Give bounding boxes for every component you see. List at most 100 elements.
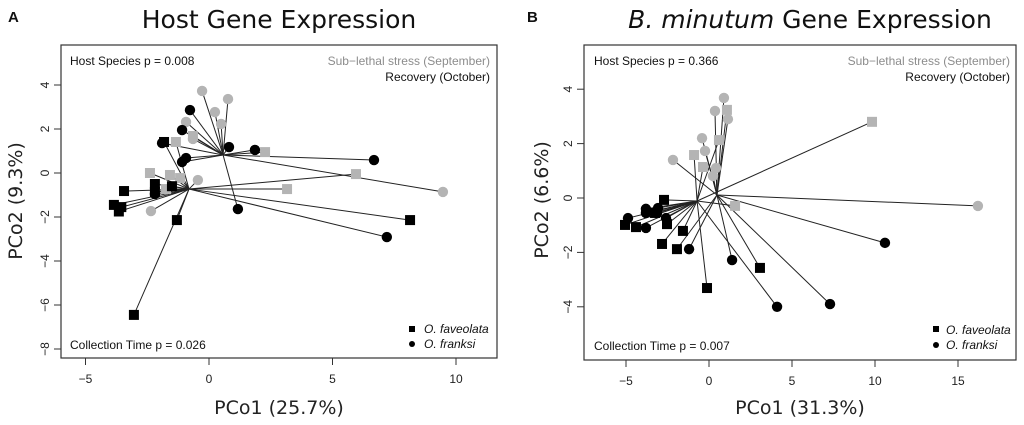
data-points bbox=[620, 92, 984, 312]
x-axis: −5 0 5 10 bbox=[79, 358, 463, 386]
spider-lines bbox=[624, 97, 978, 308]
point-circle bbox=[722, 113, 734, 125]
panel-letter: A bbox=[8, 9, 19, 26]
x-axis-label: PCo1 (25.7%) bbox=[214, 397, 344, 419]
spider-line bbox=[657, 200, 698, 209]
point-circle bbox=[437, 186, 449, 198]
point-square bbox=[721, 104, 732, 115]
point-circle bbox=[771, 301, 783, 312]
point-square bbox=[659, 194, 670, 205]
spider-line bbox=[185, 154, 224, 159]
point-circle bbox=[145, 205, 157, 217]
spider-line bbox=[693, 154, 698, 202]
point-square bbox=[662, 219, 673, 230]
point-circle bbox=[699, 145, 711, 157]
panel-a: A Host Gene Expression −5 0 5 10 −8 −6 −4 −2 0 2… bbox=[5, 5, 498, 419]
point-circle bbox=[149, 188, 161, 200]
y-tick-label: −2 bbox=[561, 245, 575, 259]
point-square bbox=[149, 179, 160, 189]
point-square bbox=[677, 225, 688, 236]
point-circle bbox=[223, 141, 235, 153]
chart-title-italic: B. minutum bbox=[628, 5, 774, 34]
point-circle bbox=[192, 174, 204, 186]
legend-september: Sub−lethal stress (September) bbox=[328, 54, 490, 68]
spider-line bbox=[676, 194, 718, 250]
point-square bbox=[698, 161, 709, 172]
spider-line bbox=[176, 188, 190, 221]
legend-franksi: O. franksi bbox=[424, 337, 476, 351]
x-axis: −5 0 5 10 15 bbox=[619, 360, 965, 388]
y-tick-label: −6 bbox=[38, 298, 52, 312]
point-circle bbox=[176, 124, 188, 136]
spider-lines bbox=[113, 90, 443, 316]
point-square bbox=[657, 238, 668, 249]
x-tick-label: 10 bbox=[868, 374, 882, 388]
point-circle bbox=[381, 231, 393, 243]
collection-time-pvalue: Collection Time p = 0.026 bbox=[70, 338, 206, 352]
y-tick-label: −8 bbox=[38, 342, 52, 356]
point-circle bbox=[215, 118, 227, 130]
point-circle bbox=[368, 154, 380, 166]
point-circle bbox=[640, 222, 652, 234]
x-tick-label: 5 bbox=[789, 374, 796, 388]
x-tick-label: −5 bbox=[619, 374, 633, 388]
y-tick-label: 0 bbox=[38, 169, 52, 176]
point-square bbox=[689, 150, 700, 161]
point-circle bbox=[249, 144, 261, 156]
spider-line bbox=[149, 172, 190, 190]
spider-line bbox=[188, 188, 387, 238]
legend-circle-icon bbox=[933, 342, 939, 348]
plot-frame bbox=[60, 44, 498, 359]
chart-title-text: Host Gene Expression bbox=[142, 5, 417, 34]
point-square bbox=[282, 184, 293, 195]
spider-line bbox=[696, 200, 736, 207]
spider-line bbox=[656, 200, 698, 214]
point-circle bbox=[879, 237, 891, 249]
point-circle bbox=[726, 254, 738, 266]
point-circle bbox=[710, 162, 722, 174]
point-circle bbox=[683, 243, 695, 255]
legend-october: Recovery (October) bbox=[385, 70, 490, 84]
chart-title: B. minutum Gene Expression bbox=[628, 5, 992, 34]
host-species-pvalue: Host Species p = 0.366 bbox=[594, 54, 719, 68]
point-square bbox=[713, 135, 724, 146]
point-square bbox=[630, 222, 641, 233]
point-square bbox=[116, 202, 127, 213]
point-circle bbox=[709, 105, 721, 117]
chart-title-text: Gene Expression bbox=[782, 5, 992, 34]
point-circle bbox=[180, 116, 192, 128]
legend-faveolata: O. faveolata bbox=[424, 322, 489, 336]
x-tick-label: 15 bbox=[951, 374, 965, 388]
x-tick-label: 0 bbox=[206, 372, 213, 386]
point-square bbox=[730, 200, 741, 211]
point-square bbox=[175, 173, 186, 184]
spider-line bbox=[201, 90, 224, 156]
point-circle bbox=[824, 298, 836, 310]
spider-line bbox=[688, 194, 718, 250]
legend-faveolata: O. faveolata bbox=[946, 323, 1011, 337]
point-circle bbox=[232, 203, 244, 215]
panel-b: B B. minutum Gene Expression −5 0 5 10 15 −4… bbox=[527, 5, 1017, 419]
spider-line bbox=[214, 111, 224, 156]
point-square bbox=[620, 219, 631, 230]
host-species-pvalue: Host Species p = 0.008 bbox=[70, 54, 195, 68]
point-circle bbox=[667, 154, 679, 166]
spider-line bbox=[716, 194, 761, 269]
point-square bbox=[405, 215, 416, 226]
spider-line bbox=[189, 109, 224, 156]
point-square bbox=[260, 147, 271, 158]
y-tick-label: −2 bbox=[38, 210, 52, 224]
point-square bbox=[128, 309, 139, 320]
point-square bbox=[164, 169, 175, 180]
y-tick-label: 4 bbox=[38, 81, 52, 88]
spider-line bbox=[663, 199, 698, 202]
legend-square-icon bbox=[933, 326, 939, 332]
spider-line bbox=[222, 154, 443, 193]
x-tick-label: 5 bbox=[329, 372, 336, 386]
legend-franksi: O. franksi bbox=[946, 338, 998, 352]
point-square bbox=[170, 136, 181, 147]
x-tick-label: 10 bbox=[449, 372, 463, 386]
spider-line bbox=[696, 200, 708, 289]
spider-line bbox=[222, 154, 239, 210]
